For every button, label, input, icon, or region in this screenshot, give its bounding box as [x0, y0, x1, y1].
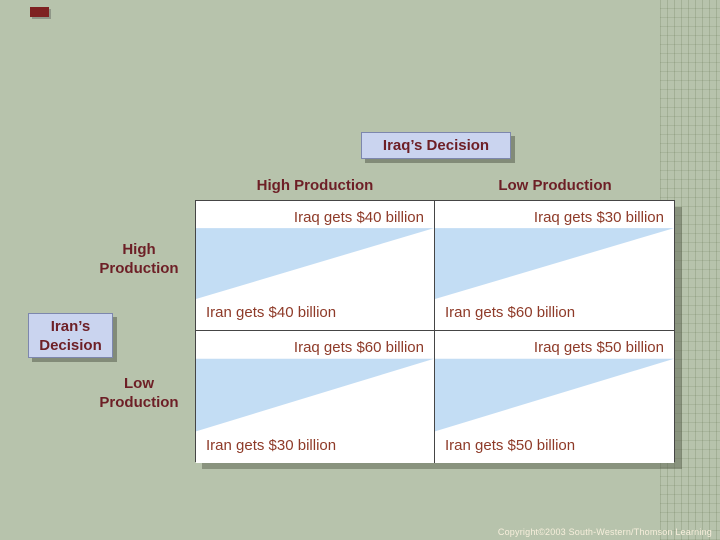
iraq-payoff-text: Iraq gets $60 billion [293, 339, 424, 356]
iraq-payoff-text: Iraq gets $40 billion [293, 209, 424, 226]
row-label-low-production: Low Production [75, 374, 203, 412]
iran-payoff-text: Iran gets $30 billion [206, 437, 337, 454]
diagonal-split-triangle [435, 358, 674, 432]
iran-decision-line1: Iran’s [50, 318, 91, 335]
payoff-cell-high-high: Iraq gets $40 billion Iran gets $40 bill… [196, 201, 435, 331]
copyright-text: Copyright©2003 South-Western/Thomson Lea… [497, 527, 712, 537]
diagonal-split-triangle [435, 228, 674, 300]
iran-payoff-text: Iran gets $60 billion [445, 304, 576, 321]
payoff-cell-high-low: Iraq gets $30 billion Iran gets $60 bill… [435, 201, 674, 331]
row-label-high-production: High Production [75, 240, 203, 278]
diagonal-split-triangle [196, 358, 434, 432]
iran-decision-line2: Decision [39, 337, 102, 354]
iran-decision-label: Iran’s Decision [28, 313, 113, 358]
column-header-high-production: High Production [256, 177, 374, 194]
row-label-high-line2: Production [99, 260, 179, 277]
payoff-matrix: Iraq gets $40 billion Iran gets $40 bill… [195, 200, 675, 463]
iraq-payoff-text: Iraq gets $30 billion [533, 209, 664, 226]
iraq-decision-label: Iraq’s Decision [361, 132, 511, 159]
payoff-cell-low-low: Iraq gets $50 billion Iran gets $50 bill… [435, 331, 674, 463]
row-label-low-line1: Low [124, 375, 154, 392]
row-label-low-line2: Production [99, 394, 179, 411]
iraq-payoff-text: Iraq gets $50 billion [533, 339, 664, 356]
iran-payoff-text: Iran gets $40 billion [206, 304, 337, 321]
column-header-low-production: Low Production [498, 177, 612, 194]
iran-payoff-text: Iran gets $50 billion [445, 437, 576, 454]
payoff-cell-low-high: Iraq gets $60 billion Iran gets $30 bill… [196, 331, 435, 463]
diagonal-split-triangle [196, 228, 434, 300]
red-accent-bar [30, 7, 49, 17]
row-label-high-line1: High [122, 241, 156, 258]
